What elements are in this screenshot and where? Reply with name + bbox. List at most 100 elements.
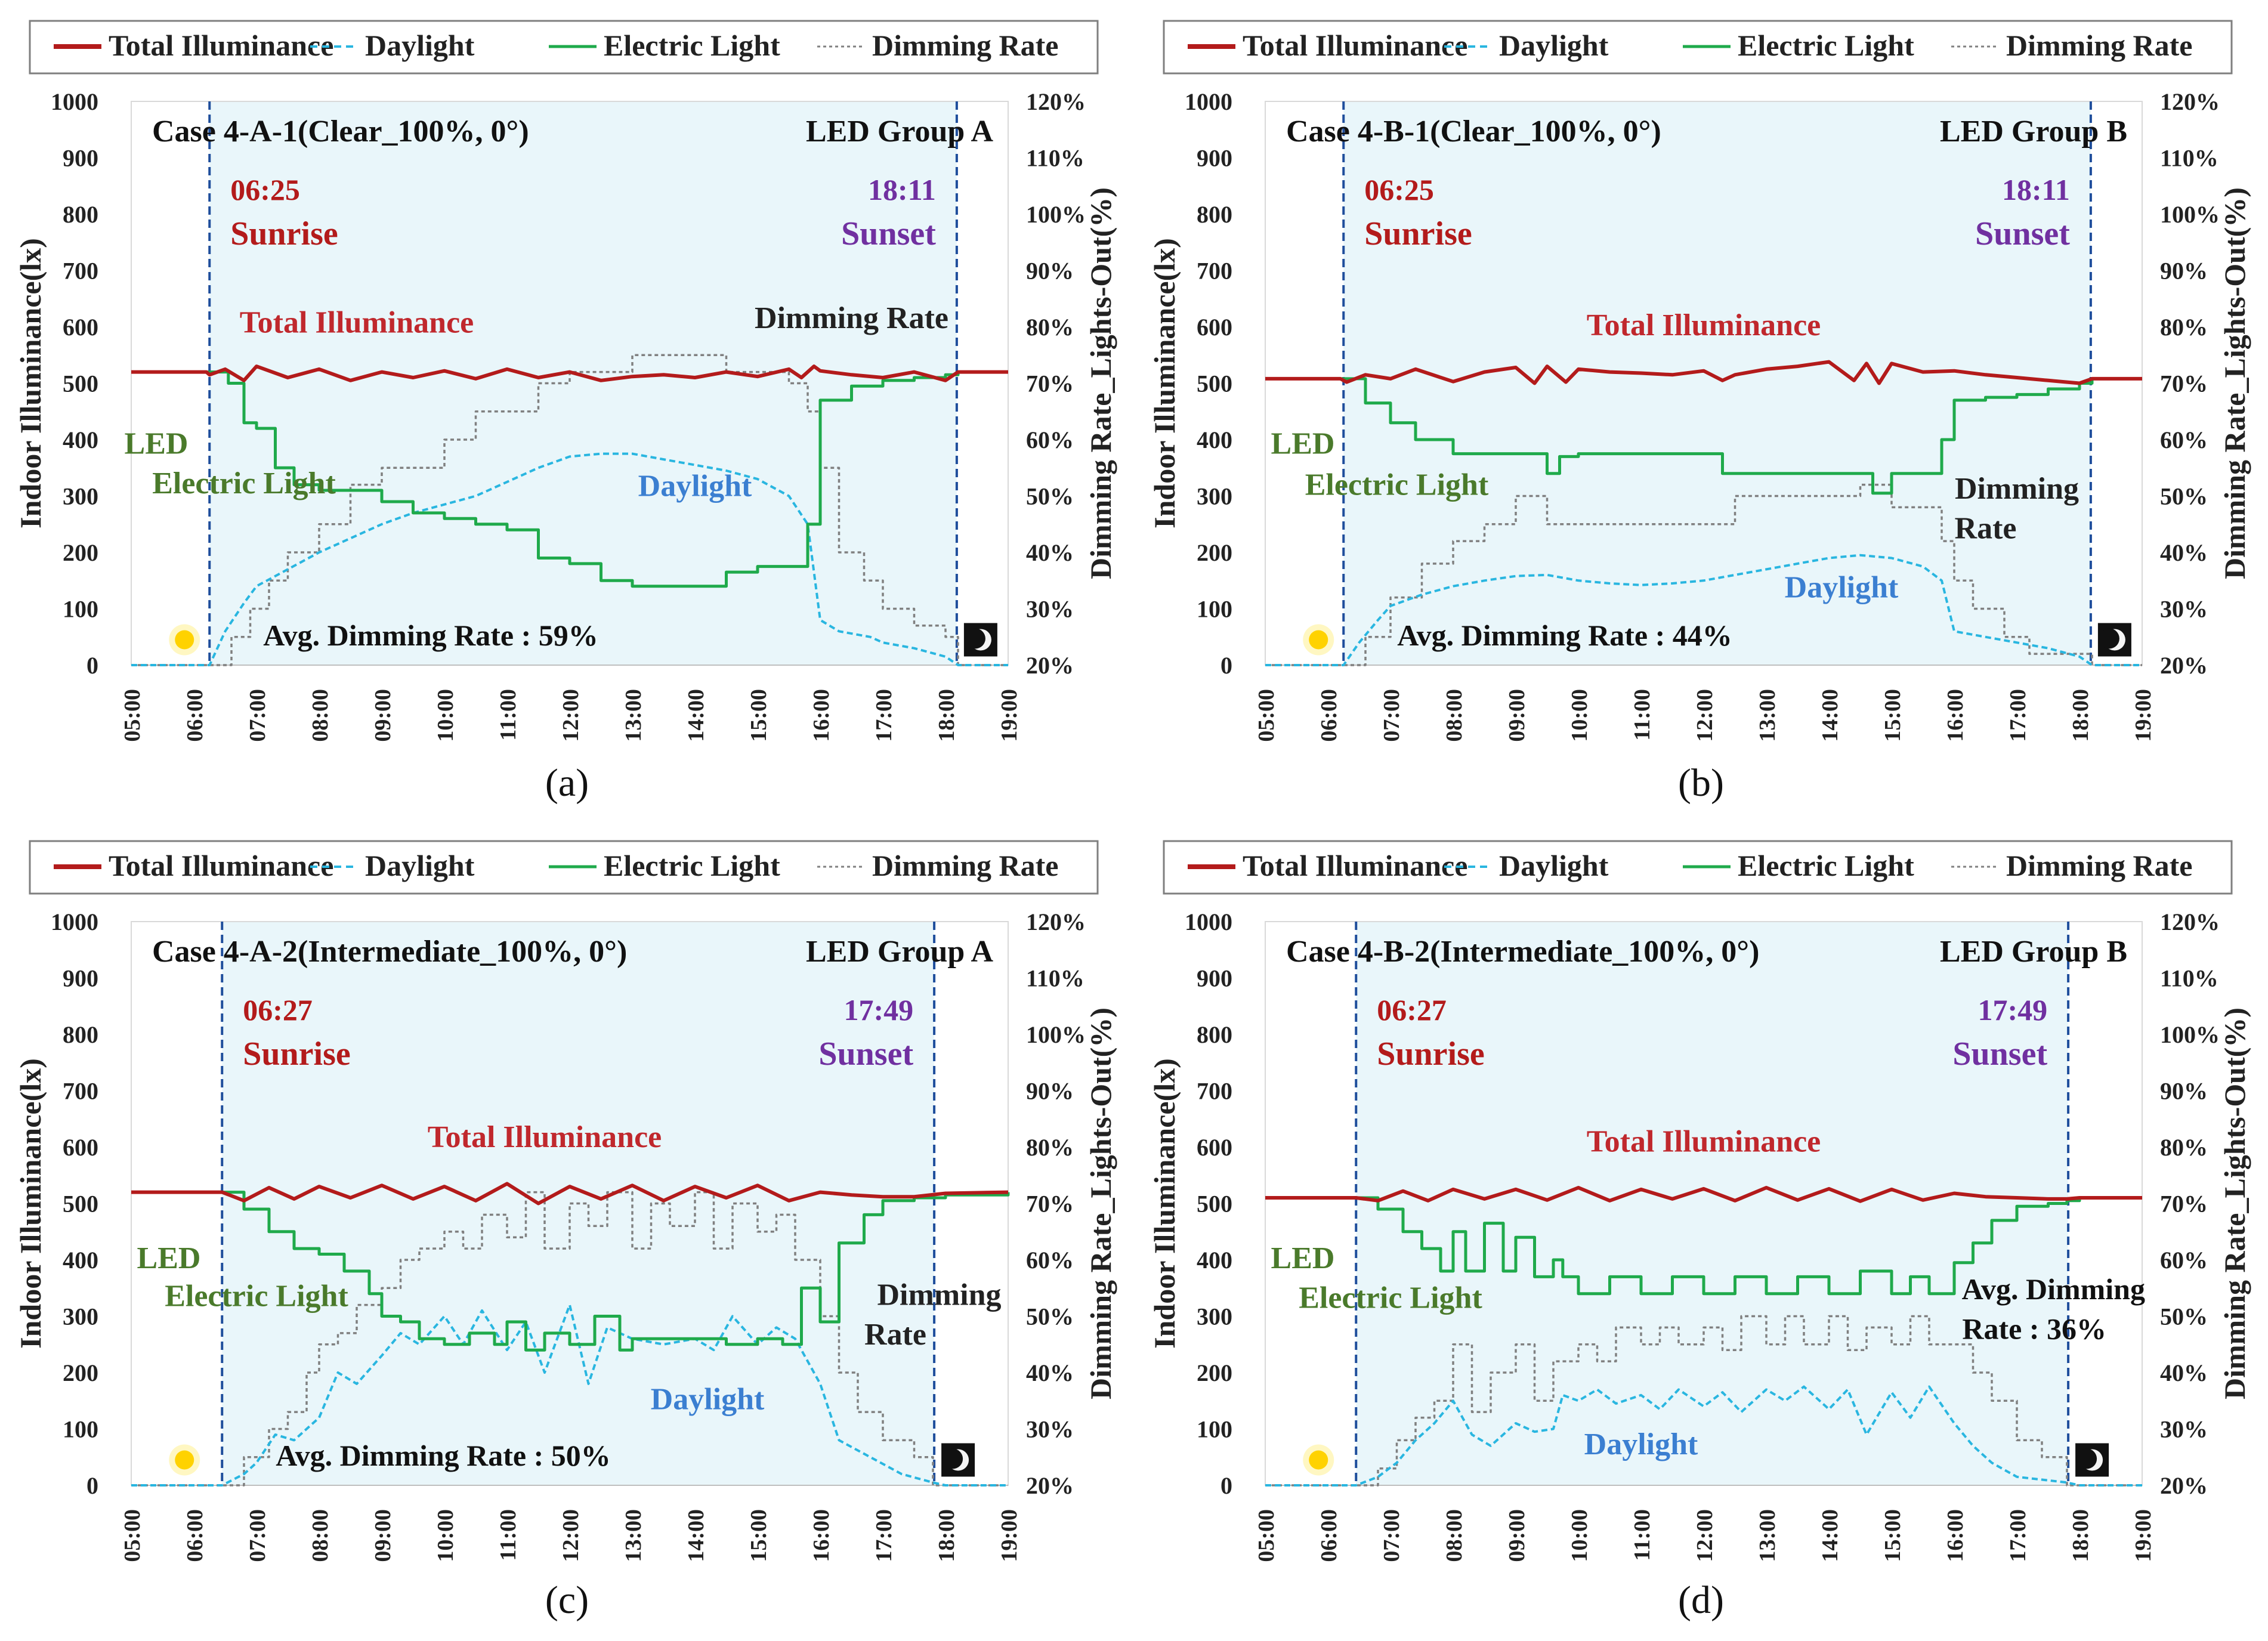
sunset-label: Sunset xyxy=(818,1036,913,1073)
x-tick-label: 13:00 xyxy=(1755,689,1780,742)
y2-tick-label: 20% xyxy=(1026,652,1074,679)
y-axis-title: Indoor Illuminance(lx) xyxy=(14,1058,47,1349)
y2-tick-label: 80% xyxy=(2160,1134,2208,1161)
y-tick-label: 200 xyxy=(63,1359,98,1386)
avg-dimming-label: Avg. Dimming xyxy=(1962,1272,2145,1306)
x-tick-label: 19:00 xyxy=(997,1509,1022,1562)
x-tick-label: 05:00 xyxy=(1254,1509,1279,1562)
sunrise-time: 06:25 xyxy=(1364,173,1434,206)
y2-tick-label: 50% xyxy=(1026,1303,1074,1330)
sunset-time: 18:11 xyxy=(2002,173,2070,206)
y-tick-label: 300 xyxy=(63,483,98,510)
x-tick-label: 07:00 xyxy=(1379,689,1404,742)
annotation: Electric Light xyxy=(1299,1281,1482,1315)
y2-tick-label: 90% xyxy=(1026,1078,1074,1105)
dimming-rate-line xyxy=(1265,1315,2142,1487)
total-illuminance-line xyxy=(1265,1186,2142,1203)
y2-tick-label: 30% xyxy=(2160,596,2208,623)
sunset-label: Sunset xyxy=(1975,215,2070,252)
avg-dimming-label: Avg. Dimming Rate : 50% xyxy=(276,1439,611,1472)
legend-label-2: Daylight xyxy=(1499,29,1609,62)
caption-a: (a) xyxy=(545,761,589,805)
y-tick-label: 800 xyxy=(1197,201,1232,228)
annotation: Electric Light xyxy=(1305,468,1489,502)
x-tick-label: 12:00 xyxy=(558,689,583,742)
y-tick-label: 700 xyxy=(63,1078,98,1105)
caption-d: (d) xyxy=(1678,1578,1724,1622)
x-tick-label: 16:00 xyxy=(1943,689,1968,742)
y-tick-label: 1000 xyxy=(51,908,98,935)
x-tick-label: 15:00 xyxy=(746,1509,771,1562)
x-tick-label: 12:00 xyxy=(1692,1509,1717,1562)
y-tick-label: 1000 xyxy=(1185,88,1232,115)
x-tick-label: 17:00 xyxy=(2006,689,2031,742)
daylight-line xyxy=(131,452,1008,666)
y2-tick-label: 70% xyxy=(2160,1191,2208,1217)
total-illuminance-line xyxy=(1265,360,2142,385)
x-tick-label: 16:00 xyxy=(809,689,834,742)
x-tick-label: 06:00 xyxy=(183,689,208,742)
y2-axis-title: Dimming Rate_Lights-Out(%) xyxy=(1084,1008,1117,1399)
y-tick-label: 600 xyxy=(63,1134,98,1161)
sunset-label: Sunset xyxy=(841,215,936,252)
moon-icon xyxy=(941,1443,975,1477)
chart-d: Total Illuminance Daylight Electric Light D… xyxy=(1148,840,2251,1562)
annotation: Daylight xyxy=(1584,1427,1698,1461)
group-label: LED Group B xyxy=(1940,935,2127,969)
y2-tick-label: 100% xyxy=(1026,201,1086,228)
legend-label-4: Dimming Rate xyxy=(2006,29,2192,62)
y2-tick-label: 110% xyxy=(1026,965,1084,992)
x-tick-label: 11:00 xyxy=(496,689,521,741)
y-tick-label: 200 xyxy=(1197,539,1232,566)
x-tick-label: 09:00 xyxy=(1504,689,1529,742)
panel-c: Total Illuminance Daylight Electric Light D… xyxy=(0,820,1134,1640)
moon-icon xyxy=(2075,1443,2109,1477)
y2-tick-label: 30% xyxy=(2160,1416,2208,1443)
y2-tick-label: 30% xyxy=(1026,1416,1074,1443)
moon-shadow xyxy=(2077,1448,2097,1469)
x-tick-label: 07:00 xyxy=(245,689,270,742)
y2-tick-label: 30% xyxy=(1026,596,1074,623)
chart-c: Total Illuminance Daylight Electric Light D… xyxy=(14,840,1117,1562)
y-axis-title: Indoor Illuminance(lx) xyxy=(1148,1058,1181,1349)
y-tick-label: 100 xyxy=(1197,1416,1232,1443)
y2-tick-label: 50% xyxy=(1026,483,1074,510)
legend-box xyxy=(29,840,1099,895)
dimming-rate-line xyxy=(131,1191,1008,1487)
moon-icon xyxy=(963,623,997,657)
daylight-line xyxy=(1265,1385,2142,1487)
y2-axis-title: Dimming Rate_Lights-Out(%) xyxy=(2218,187,2251,579)
y-tick-label: 500 xyxy=(63,370,98,397)
x-tick-label: 19:00 xyxy=(2131,1509,2156,1562)
x-tick-label: 08:00 xyxy=(308,689,333,742)
x-tick-label: 08:00 xyxy=(1442,689,1467,742)
sunset-label: Sunset xyxy=(1952,1036,2047,1073)
sunrise-time: 06:25 xyxy=(230,173,300,206)
y-tick-label: 200 xyxy=(63,539,98,566)
annotation: Total Illuminance xyxy=(1587,308,1821,342)
x-tick-label: 10:00 xyxy=(1567,1509,1592,1562)
x-tick-label: 11:00 xyxy=(1630,1509,1655,1561)
avg-dimming-value: Rate : 36% xyxy=(1962,1312,2106,1345)
legend: Total Illuminance Daylight Electric Light D… xyxy=(29,840,1099,895)
x-tick-label: 19:00 xyxy=(2131,689,2156,742)
y2-tick-label: 70% xyxy=(1026,370,1074,397)
y-tick-label: 600 xyxy=(1197,1134,1232,1161)
moon-shadow xyxy=(2099,628,2119,649)
sun-icon xyxy=(1303,624,1334,656)
sun-core xyxy=(1309,630,1328,650)
x-tick-label: 09:00 xyxy=(1504,1509,1529,1562)
y2-tick-label: 90% xyxy=(1026,258,1074,285)
y2-tick-label: 100% xyxy=(1026,1021,1086,1048)
electric-light-line xyxy=(1265,1196,2142,1296)
legend-label-4: Dimming Rate xyxy=(2006,849,2192,882)
y2-tick-label: 70% xyxy=(2160,370,2208,397)
y2-axis-title: Dimming Rate_Lights-Out(%) xyxy=(2218,1008,2251,1399)
y2-tick-label: 40% xyxy=(1026,1359,1074,1386)
annotation: LED xyxy=(125,427,189,461)
case-title: Case 4-A-1(Clear_100%, 0°) xyxy=(152,115,529,149)
y-tick-label: 800 xyxy=(63,201,98,228)
x-tick-label: 14:00 xyxy=(1818,689,1843,742)
y2-tick-label: 100% xyxy=(2160,201,2220,228)
case-title: Case 4-B-1(Clear_100%, 0°) xyxy=(1286,115,1661,149)
